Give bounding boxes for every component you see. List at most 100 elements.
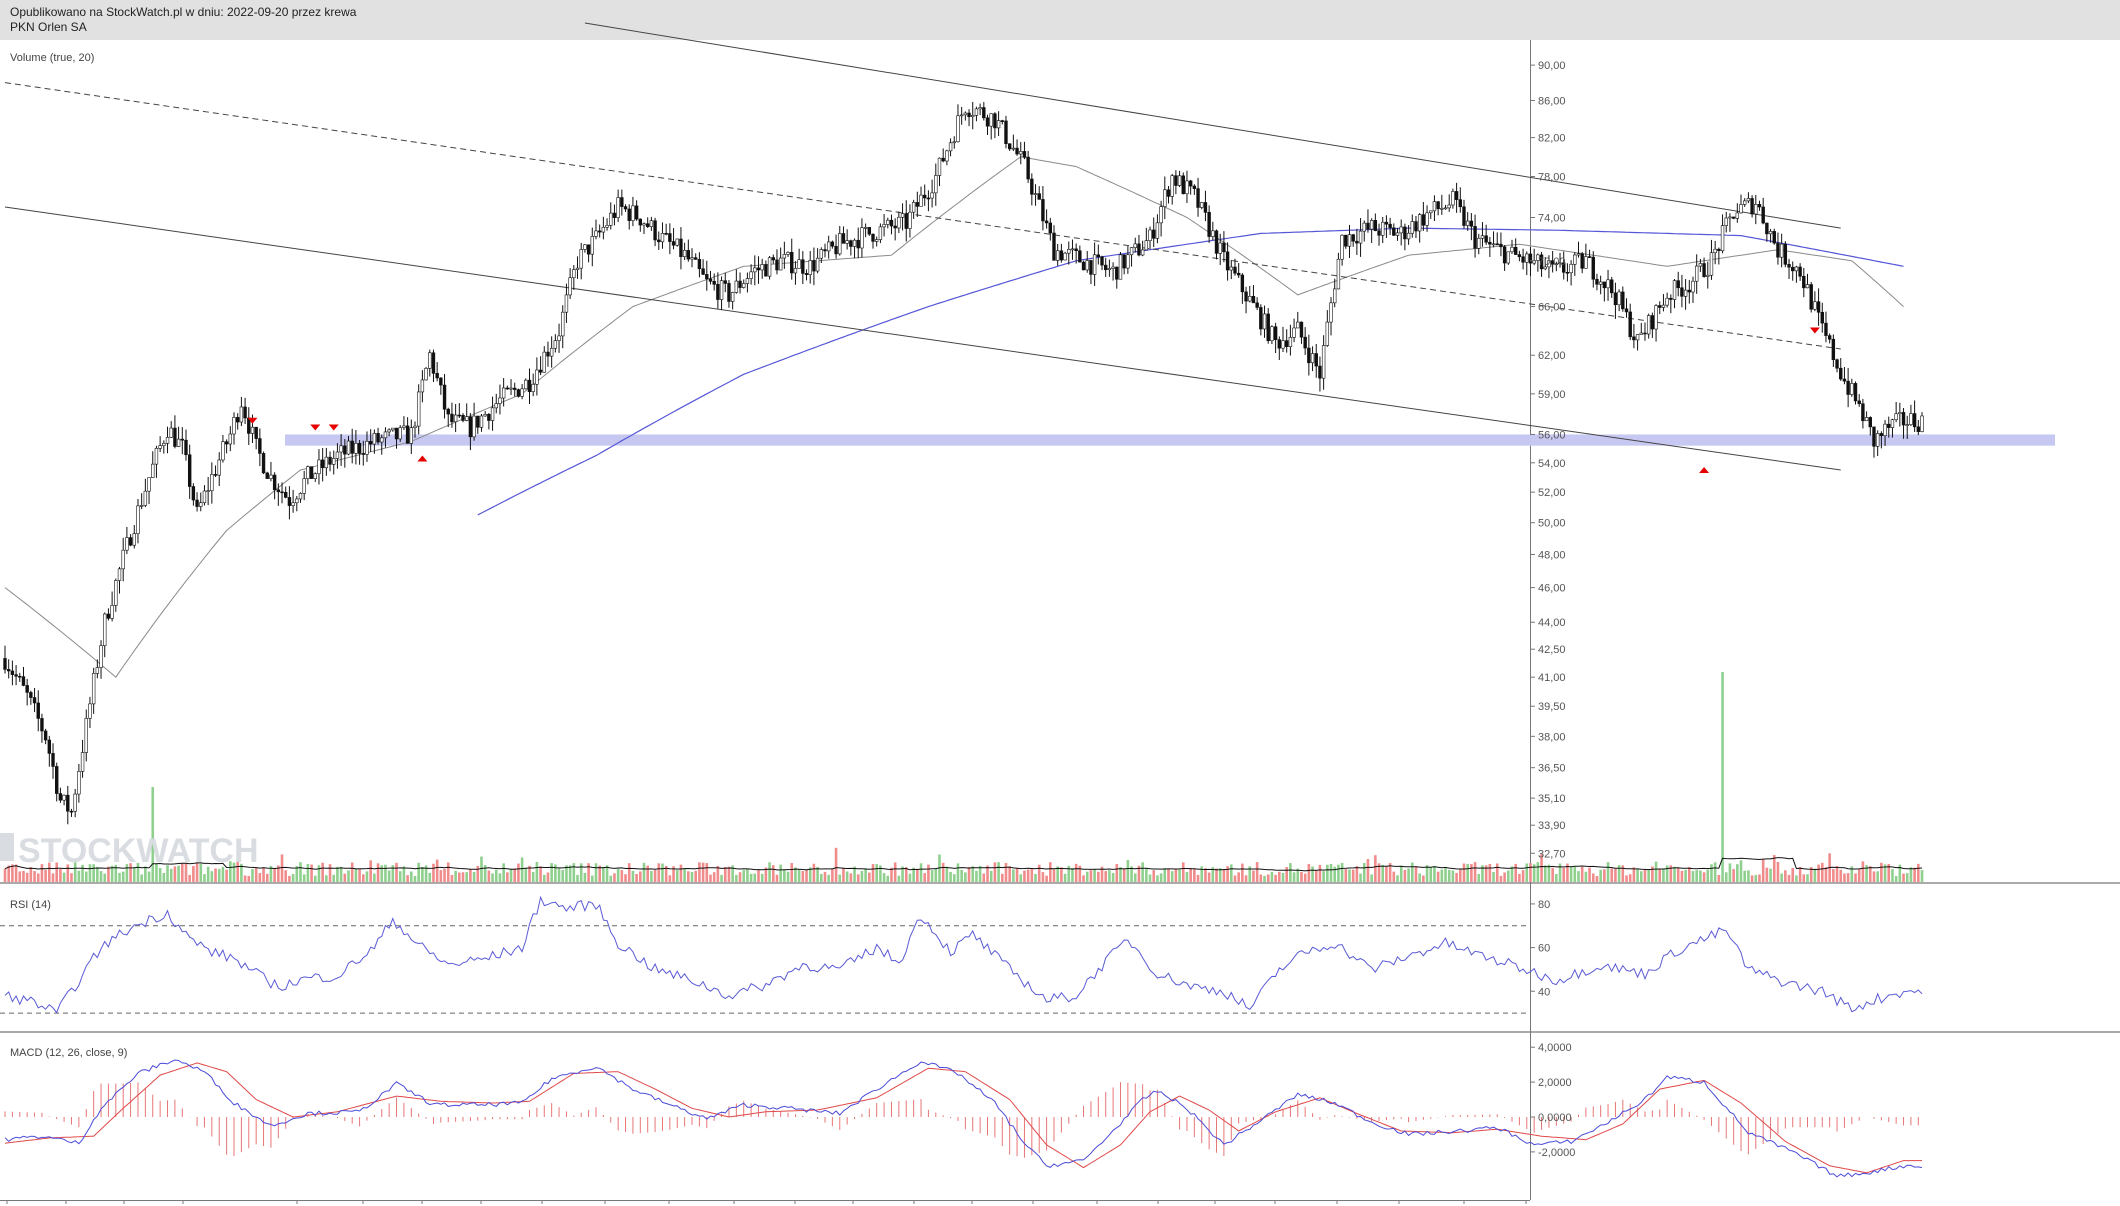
candle-body	[29, 692, 33, 698]
candle-body	[1447, 204, 1451, 209]
volume-bar	[1710, 864, 1713, 882]
volume-bar	[155, 863, 158, 882]
volume-bar	[952, 874, 956, 882]
candle-body	[564, 294, 569, 313]
candle-body	[435, 373, 439, 379]
volume-bar	[1684, 869, 1687, 882]
volume-bar	[790, 863, 794, 882]
candle-body	[808, 260, 812, 275]
candle-body	[1133, 243, 1137, 248]
candle-body	[531, 383, 535, 392]
volume-bar	[609, 875, 613, 882]
candle-body	[546, 351, 550, 357]
chart-header: Opublikowano na StockWatch.pl w dniu: 20…	[0, 0, 2120, 40]
candle-body	[1491, 243, 1496, 246]
volume-bar	[1717, 874, 1721, 882]
volume-bar	[1835, 866, 1839, 882]
volume-bar	[1085, 871, 1089, 882]
candle-body	[1521, 256, 1525, 263]
candle-body	[982, 107, 986, 119]
volume-bar	[1119, 867, 1122, 882]
candle-body	[1425, 212, 1429, 226]
candle-body	[1584, 256, 1588, 269]
candle-body	[660, 233, 665, 243]
volume-bar	[1318, 864, 1322, 882]
candle-body	[1606, 279, 1610, 289]
volume-bar	[1170, 871, 1174, 882]
volume-bar	[1791, 867, 1795, 882]
candle-body	[453, 414, 458, 423]
buy-marker-icon	[1699, 467, 1710, 474]
volume-bar	[1351, 869, 1355, 882]
volume-bar	[805, 870, 808, 882]
volume-bar	[893, 862, 897, 882]
candle-body	[309, 466, 314, 479]
candle-body	[893, 225, 897, 229]
volume-bar	[1156, 875, 1159, 882]
candle-body	[1041, 199, 1045, 222]
volume-bar	[701, 862, 705, 882]
candle-body	[1776, 242, 1780, 258]
volume-bar	[343, 873, 347, 882]
volume-bar	[1034, 873, 1037, 882]
volume-bar	[465, 872, 469, 882]
volume-bar	[380, 865, 384, 882]
volume-bar	[435, 859, 439, 882]
volume-bar	[129, 863, 132, 882]
candle-body	[1111, 266, 1115, 269]
volume-bar	[1887, 863, 1891, 882]
support-band	[285, 434, 2055, 446]
volume-bar	[1440, 869, 1444, 882]
candle-body	[1177, 175, 1182, 186]
candle-body	[224, 441, 229, 445]
volume-bar	[1883, 864, 1887, 882]
volume-bar	[1060, 867, 1063, 882]
candle-body	[568, 277, 572, 296]
volume-bar	[84, 871, 88, 882]
volume-bar	[413, 875, 417, 882]
candle-body	[1203, 202, 1208, 213]
candle-body	[1576, 253, 1581, 256]
volume-bar	[1658, 869, 1662, 882]
candle-body	[1166, 189, 1171, 197]
volume-bar	[1429, 867, 1433, 882]
rsi-tick-label: 40	[1538, 986, 1550, 998]
candle-body	[874, 239, 879, 242]
candle-body	[819, 249, 823, 259]
volume-bar	[454, 870, 457, 882]
candle-body	[1706, 274, 1710, 277]
candle-body	[320, 459, 325, 469]
volume-bar	[214, 868, 217, 882]
volume-bar	[384, 864, 387, 882]
candle-body	[1251, 296, 1256, 304]
volume-bar	[631, 870, 635, 882]
candle-body	[590, 236, 594, 255]
volume-bar	[1802, 874, 1806, 882]
candle-body	[1074, 248, 1078, 252]
candle-body	[317, 459, 321, 475]
volume-bar	[332, 874, 336, 882]
volume-bar	[1643, 869, 1647, 882]
volume-bar	[1248, 866, 1252, 882]
candle-body	[756, 267, 761, 271]
candle-body	[952, 141, 956, 144]
volume-bar	[572, 863, 576, 882]
candle-body	[125, 537, 129, 551]
candle-body	[1104, 264, 1108, 271]
candle-body	[66, 794, 70, 812]
candle-body	[1233, 266, 1237, 274]
candle-body	[117, 568, 122, 581]
candle-body	[1248, 296, 1252, 302]
candle-body	[542, 351, 546, 373]
candle-body	[1015, 147, 1019, 155]
volume-bar	[1820, 862, 1824, 882]
candle-body	[1875, 433, 1880, 447]
candle-body	[195, 499, 199, 507]
candle-body	[1358, 230, 1363, 244]
volume-bar	[458, 872, 461, 882]
candle-body	[682, 250, 687, 257]
volume-bar	[1628, 874, 1632, 882]
candle-body	[1824, 322, 1828, 336]
volume-bar	[498, 873, 502, 882]
